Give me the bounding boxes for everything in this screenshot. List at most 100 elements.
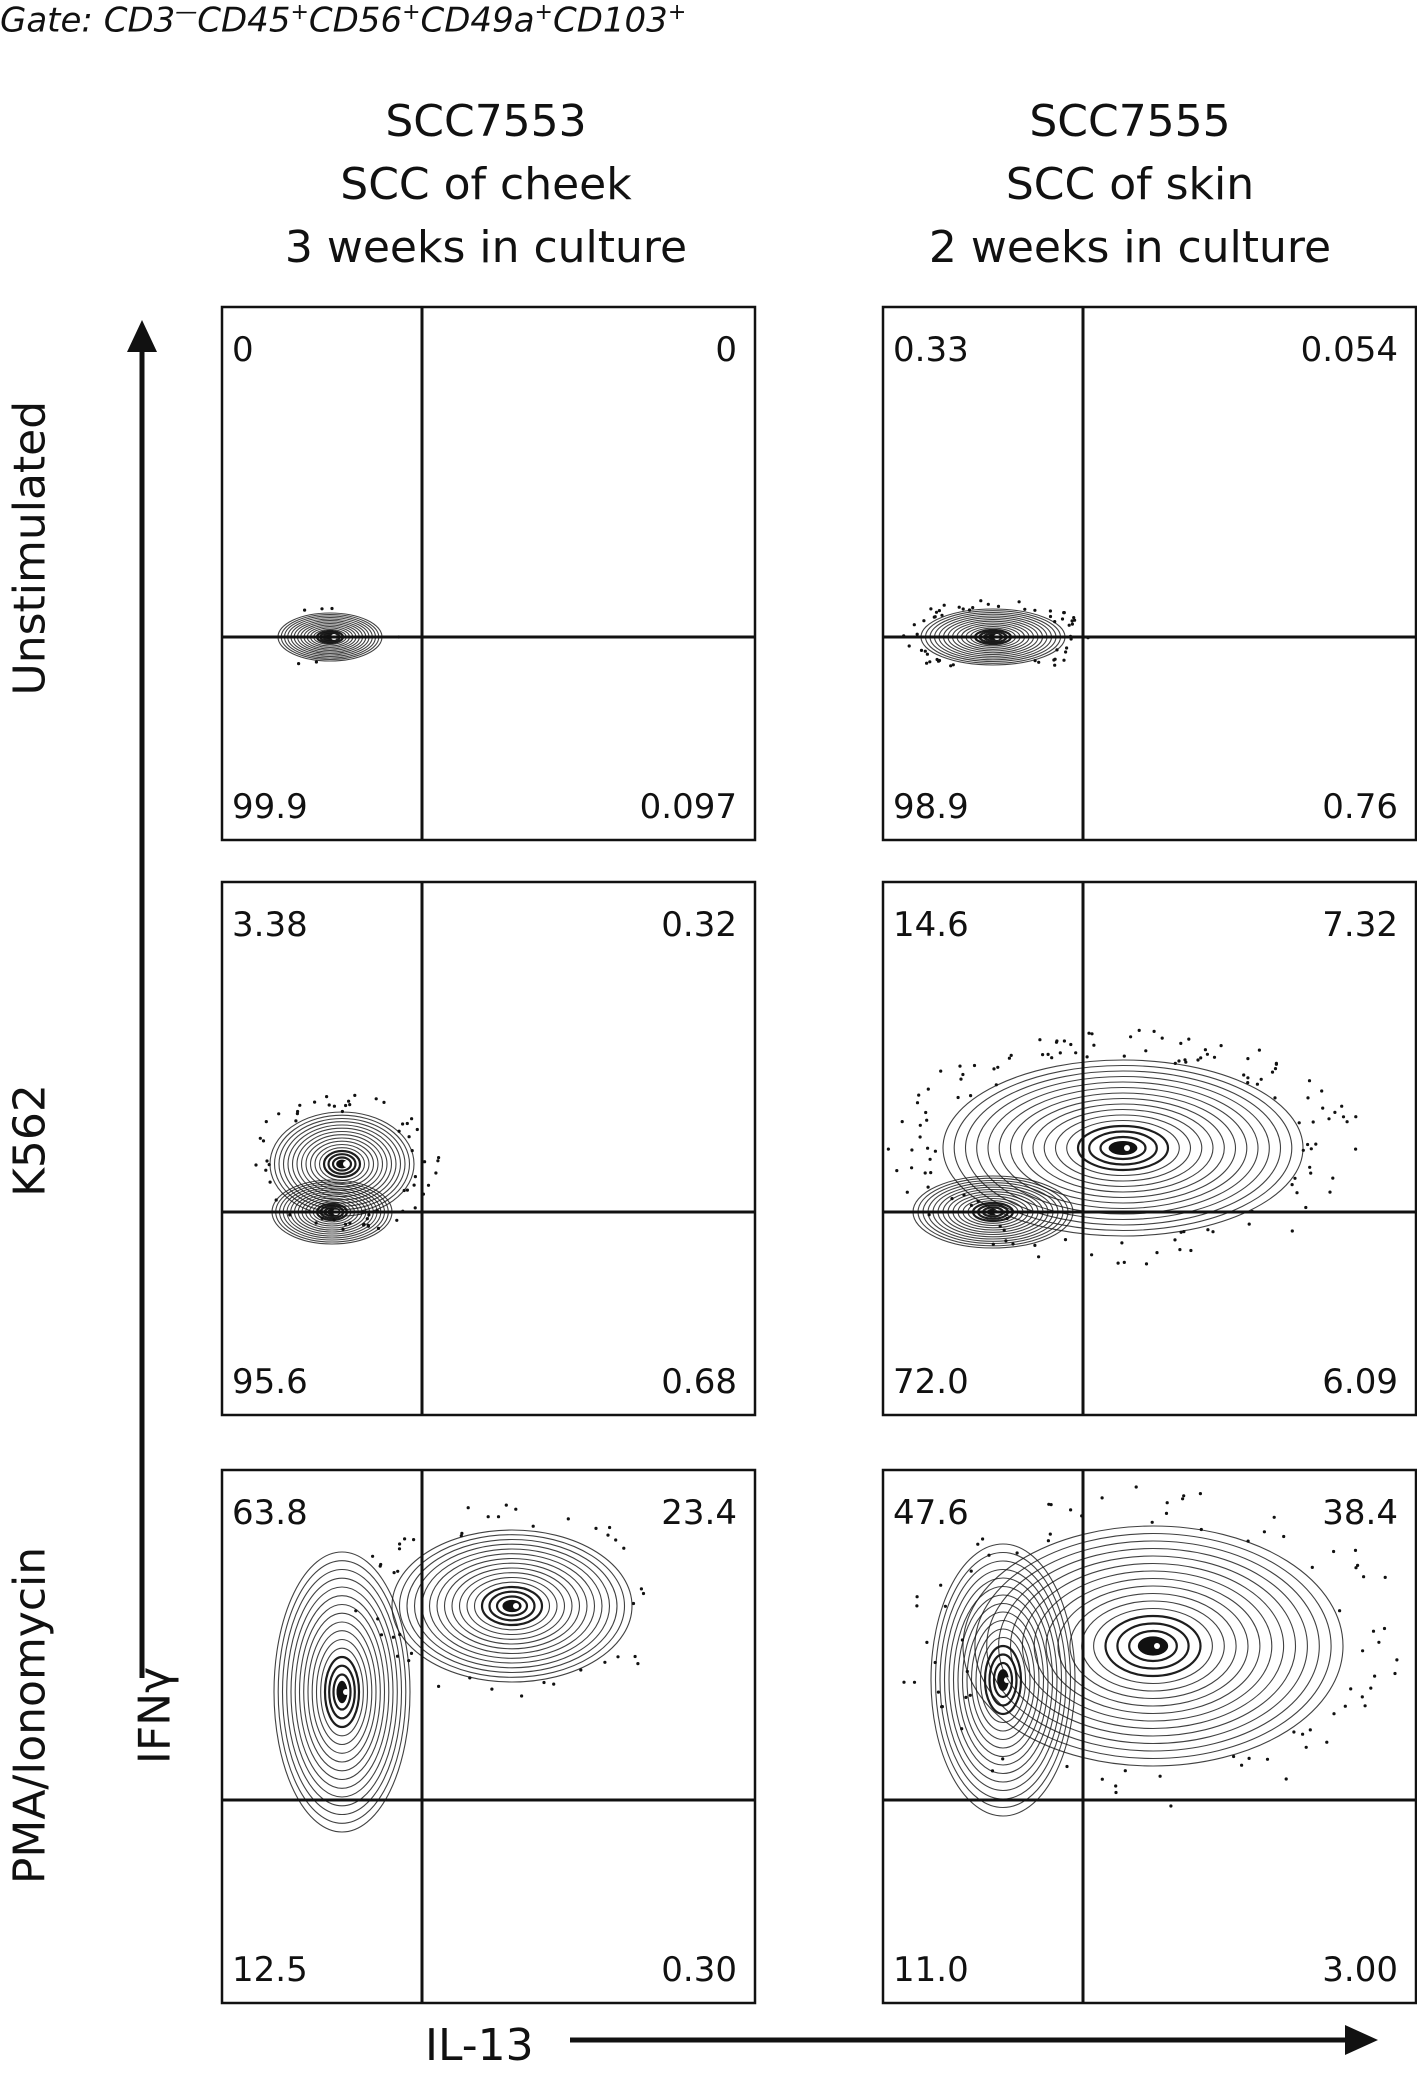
event-dot xyxy=(614,1538,618,1542)
event-dot xyxy=(907,644,911,648)
plot-panel: 63.8 23.4 12.5 0.30 xyxy=(220,1468,757,2005)
event-dot xyxy=(971,606,975,610)
contour-line xyxy=(466,1576,558,1636)
quadrant-value-upper-right: 0.32 xyxy=(661,905,737,945)
event-dot xyxy=(1338,1609,1342,1613)
contour-line xyxy=(957,1594,1049,1766)
event-dot xyxy=(1343,1704,1347,1708)
event-dot xyxy=(1247,1756,1251,1760)
event-dot xyxy=(636,1662,640,1666)
event-dot xyxy=(1064,650,1068,654)
event-dot xyxy=(274,1198,278,1202)
column-title-line: SCC7553 xyxy=(385,96,587,147)
quadrant-value-lower-right: 0.68 xyxy=(661,1362,737,1402)
plot-panel: 14.6 7.32 72.0 6.09 xyxy=(881,880,1417,1417)
contour-line xyxy=(314,1143,370,1185)
event-dot xyxy=(531,1524,535,1528)
quadrant-value-lower-left: 98.9 xyxy=(893,787,969,827)
event-dot xyxy=(288,1213,292,1217)
event-dot xyxy=(353,1093,357,1097)
event-dot xyxy=(395,1218,399,1222)
event-dot xyxy=(1295,1191,1299,1195)
event-dot xyxy=(603,1660,607,1664)
event-dot xyxy=(277,1112,281,1116)
event-dot xyxy=(1246,1057,1250,1061)
event-dot xyxy=(1160,1036,1164,1040)
event-dot xyxy=(303,608,307,612)
contour-peak xyxy=(513,1603,519,1609)
contour-line xyxy=(273,1551,411,1833)
event-dot xyxy=(297,662,301,666)
event-dot xyxy=(496,1515,501,1519)
event-dot xyxy=(1015,1551,1019,1555)
gate-marker-sign: + xyxy=(534,0,553,25)
panel-frame xyxy=(220,1468,757,2005)
event-dot xyxy=(1053,620,1057,624)
gate-marker: CD56 xyxy=(308,0,403,41)
event-dot xyxy=(412,1538,416,1542)
quadrant-value-upper-left: 47.6 xyxy=(893,1493,969,1533)
event-dot xyxy=(1306,1096,1310,1100)
event-dot xyxy=(1205,1052,1209,1056)
event-dot xyxy=(987,1553,991,1557)
event-dot xyxy=(991,1242,995,1246)
event-dot xyxy=(1048,614,1053,619)
event-dot xyxy=(1311,1120,1315,1124)
event-dot xyxy=(1341,1115,1346,1119)
contour-line xyxy=(282,1121,402,1207)
event-dot xyxy=(1310,1565,1314,1569)
event-dot xyxy=(939,1069,943,1073)
event-dot xyxy=(1173,1061,1177,1065)
contour-line xyxy=(436,1557,588,1655)
event-dot xyxy=(1100,1496,1104,1500)
gate-marker-sign: + xyxy=(290,0,309,25)
contour-core xyxy=(1108,1141,1138,1155)
contour-line xyxy=(953,1064,1293,1232)
event-dot xyxy=(376,1226,381,1230)
contour-core xyxy=(502,1599,522,1613)
event-dot xyxy=(1033,1243,1037,1247)
contour-line xyxy=(318,1147,366,1181)
contour-line xyxy=(311,1630,373,1754)
event-dot xyxy=(1203,1048,1207,1052)
contour-line xyxy=(309,1140,375,1188)
event-dot xyxy=(986,602,990,606)
event-dot xyxy=(459,1534,463,1538)
event-dot xyxy=(1181,1497,1185,1501)
event-dot xyxy=(579,1668,583,1672)
event-dot xyxy=(1070,622,1074,626)
event-dot xyxy=(348,1103,352,1107)
quadrant-value-lower-right: 0.30 xyxy=(661,1950,737,1990)
event-dot xyxy=(1062,611,1066,615)
contour-line xyxy=(451,1567,573,1645)
event-dot xyxy=(374,1097,378,1101)
event-dot xyxy=(348,1221,352,1225)
event-dot xyxy=(936,1690,941,1694)
contour-line xyxy=(966,1611,1040,1749)
event-dot xyxy=(1304,1745,1308,1749)
event-dot xyxy=(922,619,926,623)
event-dot xyxy=(1340,1104,1344,1108)
event-dot xyxy=(996,1065,1000,1069)
event-dot xyxy=(1063,1238,1068,1242)
event-dot xyxy=(1240,1763,1244,1767)
event-dot xyxy=(1005,1216,1009,1221)
event-dot xyxy=(1265,1757,1270,1761)
event-dot xyxy=(1196,1058,1200,1062)
event-dot xyxy=(925,652,930,656)
contour-line xyxy=(1099,1135,1147,1161)
event-dot xyxy=(397,1129,401,1133)
event-dot xyxy=(962,1193,966,1197)
contour-line xyxy=(277,1560,407,1824)
event-dot xyxy=(622,1546,626,1550)
event-dot xyxy=(341,1227,345,1231)
event-dot xyxy=(1361,1649,1365,1653)
event-dot xyxy=(1155,1251,1159,1255)
event-dot xyxy=(915,1101,920,1105)
column-title-line: 3 weeks in culture xyxy=(284,222,688,273)
contour-line xyxy=(961,1602,1045,1758)
contour-line xyxy=(964,1070,1282,1226)
contour-line xyxy=(327,1153,357,1175)
x-axis-label: IL-13 xyxy=(425,2020,534,2071)
